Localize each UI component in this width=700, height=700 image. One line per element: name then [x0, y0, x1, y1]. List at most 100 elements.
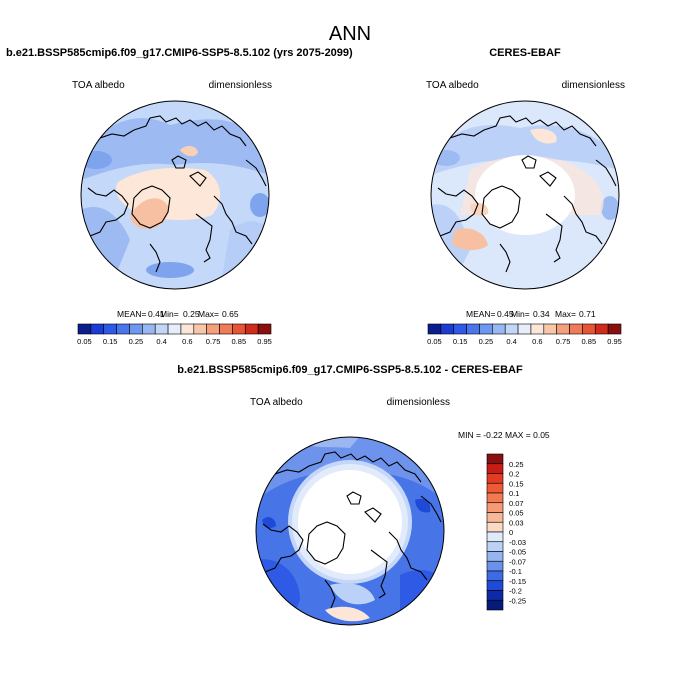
colorbar-label: 0.15: [453, 337, 468, 346]
colorbar-swatch: [486, 551, 504, 562]
colorbar-swatch: [486, 473, 504, 484]
colorbar-label: 0.75: [206, 337, 221, 346]
colorbar-label: 0.15: [103, 337, 118, 346]
units-label: dimensionless: [562, 80, 625, 91]
colorbar-label: 0.4: [506, 337, 516, 346]
variable-label: TOA albedo: [72, 80, 125, 91]
colorbar-label: 0.25: [479, 337, 494, 346]
units-label: dimensionless: [387, 397, 450, 408]
colorbar-label: -0.15: [509, 577, 526, 586]
stats-line: MEAN= 0.45 Min= 0.34 Max= 0.71: [466, 309, 596, 319]
colorbar-swatch: [167, 323, 182, 335]
colorbar-swatch: [486, 580, 504, 591]
colorbar-swatch: [466, 323, 480, 335]
colorbar: 0.05 0.15 0.25 0.4 0.6 0.75 0.85 0.95: [77, 323, 272, 346]
colorbar-swatch: [607, 323, 622, 335]
colorbar-swatch: [486, 453, 504, 465]
colorbar-swatch: [486, 531, 504, 543]
min-label: Min=: [511, 309, 530, 319]
colorbar-label: -0.1: [509, 567, 522, 576]
colorbar-swatch: [440, 323, 455, 335]
colorbar-swatch: [486, 570, 504, 582]
colorbar-label: 0: [509, 528, 513, 537]
colorbar-label: 0.05: [77, 337, 92, 346]
colorbar-label: -0.2: [509, 587, 522, 596]
polar-map: [255, 436, 445, 626]
stats-line: MEAN= 0.41 Min= 0.25 Max= 0.65: [117, 309, 239, 319]
colorbar-swatch: [486, 463, 504, 474]
mean-label: MEAN=: [466, 309, 496, 319]
colorbar-swatch: [517, 323, 532, 335]
colorbar-vertical: 0.250.20.150.10.070.050.030-0.03-0.05-0.…: [486, 453, 526, 611]
colorbar-swatch: [453, 323, 467, 335]
colorbar-label: 0.25: [129, 337, 144, 346]
panel-title: CERES-EBAF: [489, 47, 561, 59]
colorbar-label: 0.85: [582, 337, 597, 346]
colorbar-label: 0.6: [532, 337, 542, 346]
min-value: 0.34: [533, 309, 550, 319]
colorbar-swatch: [486, 541, 504, 552]
mean-label: MEAN=: [117, 309, 147, 319]
min-max-text: MIN = -0.22 MAX = 0.05: [458, 430, 550, 440]
colorbar-swatch: [543, 323, 557, 335]
mean-value: 0.45: [497, 309, 514, 319]
colorbar-swatch: [90, 323, 105, 335]
min-label: Min=: [160, 309, 179, 319]
colorbar-label: 0.6: [182, 337, 192, 346]
colorbar-label: 0.95: [257, 337, 272, 346]
colorbar-label: 0.85: [232, 337, 247, 346]
colorbar-swatch: [486, 599, 504, 611]
colorbar-swatch: [504, 323, 519, 335]
colorbar-label: 0.05: [509, 509, 524, 518]
colorbar-swatch: [180, 323, 195, 335]
colorbar-swatch: [492, 323, 506, 335]
variable-label: TOA albedo: [250, 397, 303, 408]
colorbar-swatch: [479, 323, 493, 335]
max-label: Max=: [198, 309, 219, 319]
colorbar-swatch: [486, 492, 504, 504]
mean-value: 0.41: [148, 309, 165, 319]
max-label: Max=: [555, 309, 576, 319]
colorbar-label: 0.75: [556, 337, 571, 346]
colorbar-label: -0.07: [509, 557, 526, 566]
colorbar-label: -0.05: [509, 548, 526, 557]
colorbar-label: 0.05: [427, 337, 442, 346]
panel-difference: b.e21.BSSP585cmip6.f09_g17.CMIP6-SSP5-8.…: [177, 364, 550, 626]
panel-title: b.e21.BSSP585cmip6.f09_g17.CMIP6-SSP5-8.…: [6, 47, 353, 59]
colorbar-swatch: [556, 323, 570, 335]
panel-title: b.e21.BSSP585cmip6.f09_g17.CMIP6-SSP5-8.…: [177, 364, 523, 376]
colorbar-swatch: [193, 323, 207, 335]
colorbar-label: 0.95: [607, 337, 622, 346]
colorbar-swatch: [530, 323, 545, 335]
colorbar-swatch: [569, 323, 583, 335]
colorbar-label: -0.03: [509, 538, 526, 547]
colorbar-label: -0.25: [509, 596, 526, 605]
colorbar-label: 0.03: [509, 518, 524, 527]
colorbar-swatch: [206, 323, 220, 335]
panel-obs: CERES-EBAF TOA albedo dimensionless: [426, 47, 625, 346]
colorbar-swatch: [594, 323, 609, 335]
min-value: 0.25: [183, 309, 200, 319]
units-label: dimensionless: [209, 80, 272, 91]
colorbar-swatch: [116, 323, 130, 335]
panel-model: b.e21.BSSP585cmip6.f09_g17.CMIP6-SSP5-8.…: [6, 47, 353, 346]
colorbar-swatch: [142, 323, 156, 335]
colorbar-swatch: [244, 323, 259, 335]
colorbar-swatch: [154, 323, 169, 335]
colorbar-swatch: [486, 590, 504, 601]
polar-map: [80, 100, 270, 290]
colorbar-label: 0.2: [509, 470, 519, 479]
max-value: 0.71: [579, 309, 596, 319]
max-value: 0.65: [222, 309, 239, 319]
colorbar-swatch: [486, 512, 504, 523]
colorbar-swatch: [486, 560, 504, 572]
colorbar: 0.05 0.15 0.25 0.4 0.6 0.75 0.85 0.95: [427, 323, 622, 346]
colorbar-label: 0.15: [509, 479, 524, 488]
variable-label: TOA albedo: [426, 80, 479, 91]
colorbar-swatch: [103, 323, 117, 335]
colorbar-swatch: [219, 323, 233, 335]
colorbar-label: 0.25: [509, 460, 524, 469]
colorbar-swatch: [486, 502, 504, 513]
colorbar-swatch: [486, 521, 504, 533]
colorbar-label: 0.1: [509, 489, 519, 498]
